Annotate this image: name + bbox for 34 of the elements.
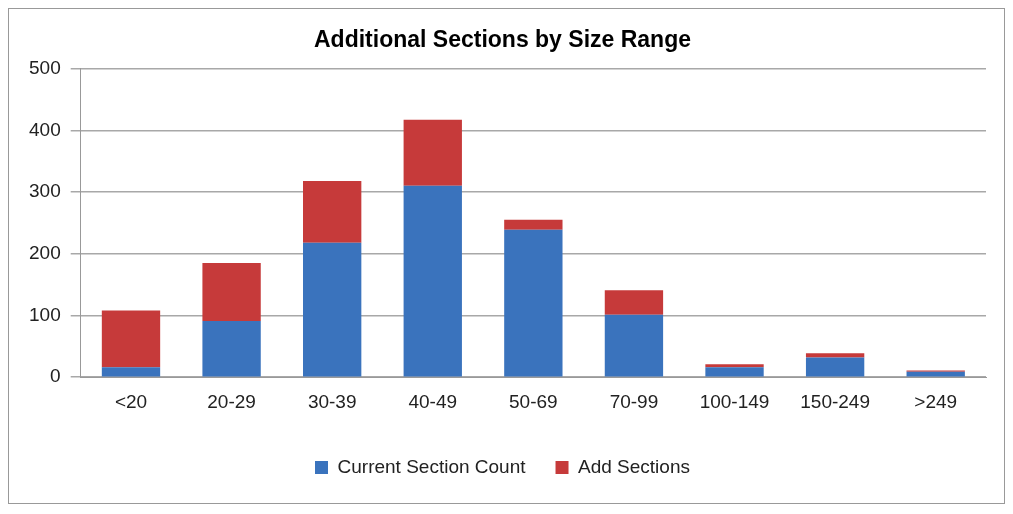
y-tick-label: 100 — [29, 303, 61, 325]
bar — [604, 290, 664, 315]
bar — [403, 185, 462, 377]
legend-label: Current Section Count — [337, 455, 527, 477]
y-tick-label: 0 — [50, 365, 61, 387]
bar — [705, 364, 764, 368]
bar — [303, 180, 362, 243]
bar — [805, 353, 865, 358]
bar — [101, 310, 161, 368]
legend-label: Add Sections — [578, 455, 690, 477]
x-tick-label: 50-69 — [509, 390, 558, 412]
y-tick-label: 300 — [29, 180, 61, 202]
y-tick-label: 500 — [29, 56, 61, 78]
y-tick-label: 400 — [29, 118, 61, 140]
bar — [202, 263, 261, 322]
x-tick-label: 100-149 — [699, 390, 770, 412]
bar — [504, 229, 563, 377]
x-tick-label: 70-99 — [609, 390, 659, 412]
x-tick-label: 40-49 — [408, 390, 458, 412]
x-tick-label: 20-29 — [207, 390, 256, 412]
bar — [504, 219, 563, 230]
bar — [604, 314, 664, 377]
bar — [202, 321, 261, 377]
x-tick-label: >249 — [914, 390, 958, 412]
bar — [805, 357, 865, 377]
bar — [303, 242, 362, 377]
x-tick-label: 30-39 — [307, 390, 357, 412]
y-tick-label: 200 — [29, 241, 61, 263]
x-tick-label: <20 — [114, 390, 148, 412]
x-tick-label: 150-249 — [800, 390, 870, 412]
bar — [705, 367, 764, 377]
bar — [101, 367, 161, 377]
chart-title: Additional Sections by Size Range — [313, 26, 692, 53]
bar — [403, 119, 462, 186]
